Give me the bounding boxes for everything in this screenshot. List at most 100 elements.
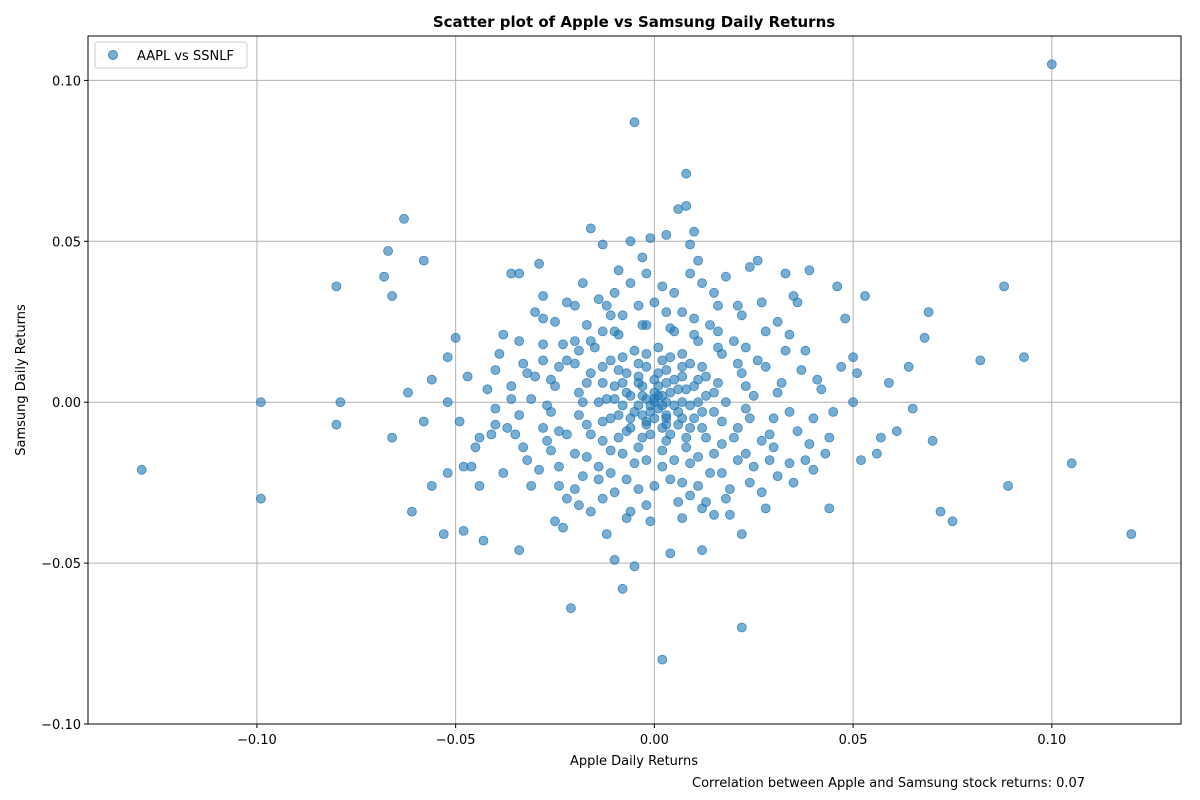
scatter-point <box>744 413 755 424</box>
scatter-point <box>760 326 771 337</box>
scatter-point <box>136 464 147 475</box>
scatter-point <box>621 387 632 398</box>
scatter-point <box>478 535 489 546</box>
y-axis-ticks: −0.10 −0.05 0.00 0.05 0.10 <box>41 74 88 733</box>
scatter-point <box>526 394 537 404</box>
scatter-point <box>613 265 624 276</box>
scatter-point <box>538 313 548 324</box>
scatter-point <box>554 426 564 437</box>
scatter-point <box>649 394 660 404</box>
scatter-point <box>645 516 656 527</box>
scatter-point <box>661 365 672 375</box>
x-tick-label: 0.10 <box>1037 733 1066 748</box>
scatter-point <box>542 435 552 446</box>
scatter-point <box>697 278 707 289</box>
scatter-point <box>927 435 938 446</box>
scatter-point <box>574 410 584 421</box>
scatter-point <box>649 413 660 424</box>
scatter-point <box>935 506 946 517</box>
scatter-point <box>331 281 342 292</box>
scatter-point <box>482 384 493 395</box>
scatter-point <box>466 461 477 472</box>
scatter-point <box>689 226 699 237</box>
scatter-point <box>740 403 751 414</box>
scatter-point <box>554 361 564 372</box>
scatter-point <box>581 419 592 430</box>
scatter-point <box>617 583 628 594</box>
scatter-point <box>585 368 596 379</box>
scatter-point <box>697 422 707 433</box>
scatter-point <box>756 297 767 308</box>
scatter-point <box>490 403 501 414</box>
scatter-point <box>673 419 684 430</box>
y-tick-label: −0.05 <box>41 557 81 572</box>
scatter-point <box>597 377 608 388</box>
scatter-point <box>800 455 811 466</box>
scatter-point <box>836 361 847 372</box>
scatter-point <box>689 413 699 424</box>
scatter-point <box>729 432 739 443</box>
scatter-point <box>780 268 791 279</box>
scatter-point <box>617 310 628 321</box>
x-tick-label: 0.00 <box>640 733 669 748</box>
scatter-point <box>657 461 668 472</box>
scatter-point <box>383 246 394 256</box>
scatter-point <box>999 281 1009 292</box>
scatter-point <box>490 365 501 375</box>
scatter-point <box>693 397 703 408</box>
scatter-point <box>732 358 743 369</box>
scatter-point <box>756 435 767 446</box>
scatter-point <box>426 374 437 385</box>
scatter-point <box>562 355 572 366</box>
scatter-point <box>637 432 648 443</box>
scatter-point <box>721 397 731 408</box>
scatter-point <box>1126 529 1137 539</box>
scatter-point <box>399 213 409 224</box>
scatter-point <box>764 429 775 440</box>
scatter-point <box>780 345 791 356</box>
scatter-point <box>593 294 604 305</box>
scatter-point <box>617 352 628 363</box>
scatter-point <box>713 300 723 311</box>
scatter-point <box>764 455 775 466</box>
scatter-point <box>661 229 672 240</box>
scatter-point <box>772 316 783 327</box>
scatter-point <box>585 429 596 440</box>
scatter-point <box>562 493 572 504</box>
scatter-point <box>752 255 763 266</box>
scatter-point <box>613 432 624 443</box>
scatter-point <box>542 400 552 411</box>
scatter-point <box>633 484 644 495</box>
scatter-point <box>633 300 644 311</box>
scatter-point <box>418 255 429 266</box>
x-tick-label: −0.10 <box>237 733 277 748</box>
scatter-point <box>577 471 588 482</box>
scatter-point <box>538 422 548 433</box>
scatter-point <box>689 329 699 340</box>
scatter-point <box>740 381 751 392</box>
scatter-point <box>717 439 727 449</box>
legend-marker <box>108 50 118 60</box>
scatter-point <box>685 239 695 250</box>
scatter-point <box>609 287 620 298</box>
scatter-point <box>725 484 735 495</box>
scatter-point <box>689 313 699 324</box>
scatter-point <box>816 384 827 395</box>
scatter-point <box>574 387 584 398</box>
scatter-point <box>518 442 529 453</box>
scatter-point <box>601 394 612 404</box>
scatter-point <box>379 271 390 282</box>
scatter-point <box>621 474 632 485</box>
scatter-point <box>514 268 525 279</box>
scatter-point <box>593 474 604 485</box>
scatter-point <box>609 555 620 565</box>
scatter-point <box>721 493 731 504</box>
scatter-point <box>713 377 723 388</box>
scatter-point <box>736 310 747 321</box>
scatter-point <box>673 384 684 395</box>
scatter-point <box>629 117 640 128</box>
scatter-point <box>713 326 723 337</box>
scatter-point <box>558 522 568 533</box>
scatter-point <box>538 339 548 350</box>
scatter-point <box>732 300 743 311</box>
